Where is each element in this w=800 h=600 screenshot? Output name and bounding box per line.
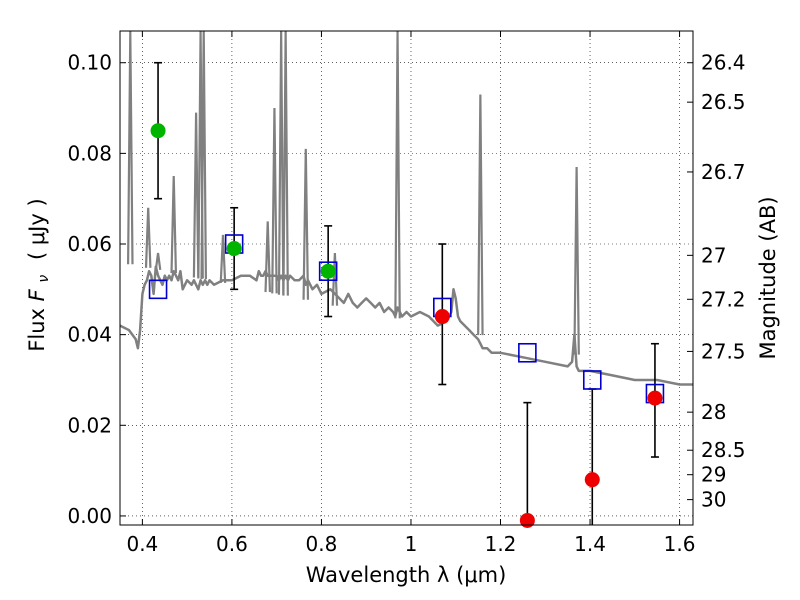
x-axis-label: Wavelength λ (μm) bbox=[306, 563, 507, 587]
y-tick-label: 0.02 bbox=[67, 413, 112, 437]
detection-point bbox=[226, 241, 242, 257]
emission-line bbox=[477, 94, 484, 336]
y2-tick-label: 27.5 bbox=[701, 339, 746, 363]
detection-point bbox=[320, 263, 336, 279]
markers bbox=[148, 123, 665, 528]
model-photometry-square bbox=[518, 342, 537, 363]
emission-line bbox=[331, 253, 339, 306]
y2-tick-label: 27 bbox=[701, 243, 726, 267]
emission-line bbox=[200, 31, 208, 280]
y2-tick-label: 28 bbox=[701, 400, 726, 424]
y-axis-label-symbol: F bbox=[25, 288, 49, 301]
y-tick-label: 0.08 bbox=[67, 141, 112, 165]
model-photometry-square bbox=[318, 261, 338, 282]
emission-line bbox=[573, 166, 580, 355]
y2-tick-label: 26.4 bbox=[701, 51, 746, 75]
y-tick-label: 0.10 bbox=[67, 51, 112, 75]
detection-point bbox=[150, 123, 166, 139]
x-tick-label: 1.6 bbox=[664, 532, 696, 556]
model-spectrum bbox=[120, 31, 693, 386]
emission-line bbox=[219, 234, 227, 284]
y2-tick-label: 26.7 bbox=[701, 160, 746, 184]
y2-tick-label: 30 bbox=[701, 488, 726, 512]
y-axis-label: Flux F ν ( μJy ) bbox=[25, 198, 53, 351]
x-tick-label: 0.8 bbox=[306, 532, 338, 556]
emission-line bbox=[154, 252, 162, 270]
emission-line bbox=[170, 176, 178, 274]
y-axis-label-unit: ( μJy ) bbox=[25, 198, 49, 260]
plot-frame bbox=[119, 30, 694, 526]
y-axis-label-prefix: Flux bbox=[25, 301, 49, 351]
emission-line bbox=[282, 31, 289, 296]
y-tick-label: 0.04 bbox=[67, 323, 112, 347]
y-tick-label: 0.06 bbox=[67, 232, 112, 256]
x-tick-label: 0.4 bbox=[126, 532, 158, 556]
y2-axis-label: Magnitude (AB) bbox=[756, 196, 780, 359]
emission-line bbox=[302, 148, 310, 300]
emission-line bbox=[394, 31, 401, 319]
y2-tick-label: 28.5 bbox=[701, 438, 746, 462]
y2-tick-label: 26.5 bbox=[701, 90, 746, 114]
y2-tick-label: 27.2 bbox=[701, 287, 746, 311]
emission-line bbox=[277, 31, 285, 295]
y2-tick-label: 29 bbox=[701, 463, 726, 487]
model-photometry-square bbox=[582, 370, 602, 390]
emission-line bbox=[271, 108, 278, 294]
low-sn-point bbox=[647, 390, 663, 406]
error-bars bbox=[154, 61, 659, 525]
low-sn-point bbox=[519, 512, 535, 528]
x-tick-label: 0.6 bbox=[216, 532, 248, 556]
ticks: 0.4 0.6 0.8 1 1.2 1.4 1.6 0.00 0.02 0.04 0.06 0.08 0… bbox=[67, 31, 746, 556]
x-tick-label: 1 bbox=[405, 532, 418, 556]
emission-line bbox=[126, 31, 134, 265]
y-axis-label-subscript: ν bbox=[36, 275, 52, 283]
low-sn-point bbox=[434, 309, 450, 325]
x-tick-label: 1.2 bbox=[485, 532, 517, 556]
low-sn-point bbox=[584, 472, 600, 488]
model-photometry-square bbox=[148, 279, 168, 300]
x-tick-label: 1.4 bbox=[574, 532, 606, 556]
emission-line bbox=[264, 221, 272, 293]
emission-line bbox=[144, 207, 152, 268]
emission-line bbox=[192, 112, 200, 278]
y-tick-label: 0.00 bbox=[67, 504, 112, 528]
spectrum-continuum bbox=[120, 265, 693, 386]
